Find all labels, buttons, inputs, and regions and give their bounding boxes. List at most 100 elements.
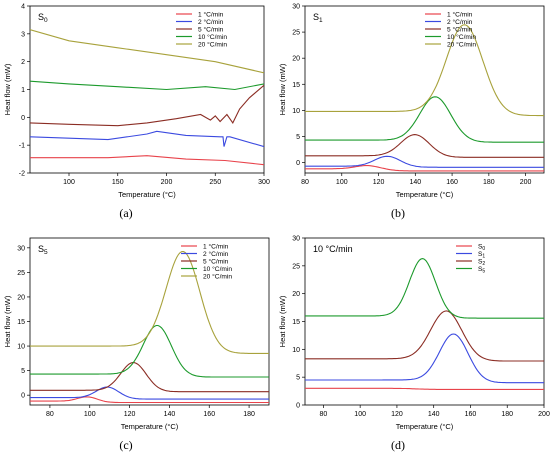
x-tick-label: 100 <box>354 411 366 418</box>
x-axis-label: Temperature (°C) <box>396 422 454 431</box>
y-tick-label: 25 <box>17 270 25 277</box>
y-tick-label: 2 <box>21 59 25 66</box>
y-tick-label: 30 <box>17 245 25 252</box>
x-tick-label: 180 <box>243 411 255 418</box>
y-tick-label: 20 <box>292 291 300 298</box>
y-axis-label: Heat flow (mW) <box>278 295 287 347</box>
y-tick-label: 10 <box>17 344 25 351</box>
x-axis-label: Temperature (°C) <box>118 190 176 199</box>
legend-label: 20 °C/min <box>447 40 476 48</box>
legend-label: 20 °C/min <box>198 40 227 48</box>
series-line <box>30 386 269 400</box>
series-line <box>30 80 264 91</box>
y-tick-label: 0 <box>21 393 25 400</box>
x-tick-label: 200 <box>520 179 532 186</box>
x-tick-label: 160 <box>203 411 215 418</box>
y-tick-label: 20 <box>292 56 300 63</box>
legend-label: S1 <box>478 251 485 259</box>
y-axis-label: Heat flow (mW) <box>3 63 12 115</box>
y-tick-label: 20 <box>17 294 25 301</box>
y-axis-label: Heat flow (mW) <box>3 295 12 347</box>
x-tick-label: 140 <box>428 411 440 418</box>
y-tick-label: 4 <box>21 4 25 11</box>
caption-b: (b) <box>391 206 405 220</box>
series-line <box>305 134 544 158</box>
y-tick-label: 15 <box>292 319 300 326</box>
y-tick-label: 3 <box>21 31 25 38</box>
y-tick-label: 5 <box>296 134 300 141</box>
series-line <box>305 96 544 143</box>
caption-c: (c) <box>119 438 133 452</box>
x-tick-label: 80 <box>319 411 327 418</box>
chart-panel-b: 80 100 120 140 160 180 200 0 5 10 15 20 25 30 Temperat… <box>278 4 545 199</box>
x-tick-label: 100 <box>84 411 96 418</box>
legend-label: 10 °C/min <box>198 33 227 41</box>
legend-label: S5 <box>478 266 485 275</box>
y-tick-label: 30 <box>292 236 300 243</box>
series-group <box>30 29 264 166</box>
caption-a: (a) <box>119 206 133 220</box>
series-line <box>30 84 264 127</box>
legend-label: 1 °C/min <box>203 242 229 250</box>
series-line <box>305 258 544 319</box>
x-axis-label: Temperature (°C) <box>121 422 179 431</box>
legend-label: S0 <box>478 243 485 252</box>
legend-label: 1 °C/min <box>198 10 224 18</box>
y-tick-label: -1 <box>19 143 25 150</box>
legend-label: 10 °C/min <box>447 33 476 41</box>
legend-label: 2 °C/min <box>198 18 224 26</box>
x-tick-label: 140 <box>409 179 421 186</box>
series-line <box>305 333 544 384</box>
series-line <box>305 155 544 168</box>
x-tick-label: 140 <box>164 411 176 418</box>
legend-label: 5 °C/min <box>203 257 229 265</box>
y-tick-label: 5 <box>296 375 300 382</box>
plot-frame <box>29 237 270 406</box>
legend-label: 2 °C/min <box>203 250 229 258</box>
x-tick-label: 180 <box>501 411 513 418</box>
panel-title: S5 <box>38 244 48 256</box>
chart-panel-a: 100 150 200 250 300 -2 -1 0 1 2 3 4 Temperature (°C)… <box>3 4 270 200</box>
y-tick-label: 25 <box>292 30 300 37</box>
series-line <box>305 387 544 390</box>
series-line <box>30 250 269 354</box>
x-tick-label: 160 <box>446 179 458 186</box>
chart-panel-d: 80 100 120 140 160 180 200 0 5 10 15 20 25 30 Temperat… <box>278 236 550 432</box>
x-tick-label: 100 <box>336 179 348 186</box>
x-tick-label: 200 <box>538 411 550 418</box>
x-tick-label: 250 <box>209 179 221 186</box>
x-tick-label: 100 <box>63 179 75 186</box>
plot-frame <box>304 5 545 174</box>
x-tick-label: 80 <box>46 411 54 418</box>
x-tick-label: 120 <box>391 411 403 418</box>
y-tick-label: 5 <box>21 368 25 375</box>
y-tick-label: 0 <box>296 403 300 410</box>
x-tick-label: 80 <box>301 179 309 186</box>
series-group <box>305 258 544 390</box>
series-line <box>30 130 264 148</box>
y-tick-label: 25 <box>292 263 300 270</box>
x-tick-label: 160 <box>465 411 477 418</box>
y-tick-label: 15 <box>292 82 300 89</box>
legend-label: 2 °C/min <box>447 18 473 26</box>
y-tick-label: 0 <box>296 160 300 167</box>
panel-title: S0 <box>38 12 48 24</box>
series-line <box>305 310 544 362</box>
legend-label: 1 °C/min <box>447 10 473 18</box>
series-line <box>30 362 269 393</box>
x-tick-label: 150 <box>112 179 124 186</box>
series-group <box>30 250 269 404</box>
plot-frame <box>29 5 265 174</box>
y-tick-label: 10 <box>292 108 300 115</box>
x-axis-label: Temperature (°C) <box>396 190 454 199</box>
series-line <box>30 155 264 166</box>
y-tick-label: 15 <box>17 319 25 326</box>
y-tick-label: 1 <box>21 87 25 94</box>
legend-label: 20 °C/min <box>203 272 232 280</box>
x-tick-label: 300 <box>258 179 270 186</box>
x-tick-label: 120 <box>373 179 385 186</box>
panel-title: 10 °C/min <box>313 244 353 254</box>
